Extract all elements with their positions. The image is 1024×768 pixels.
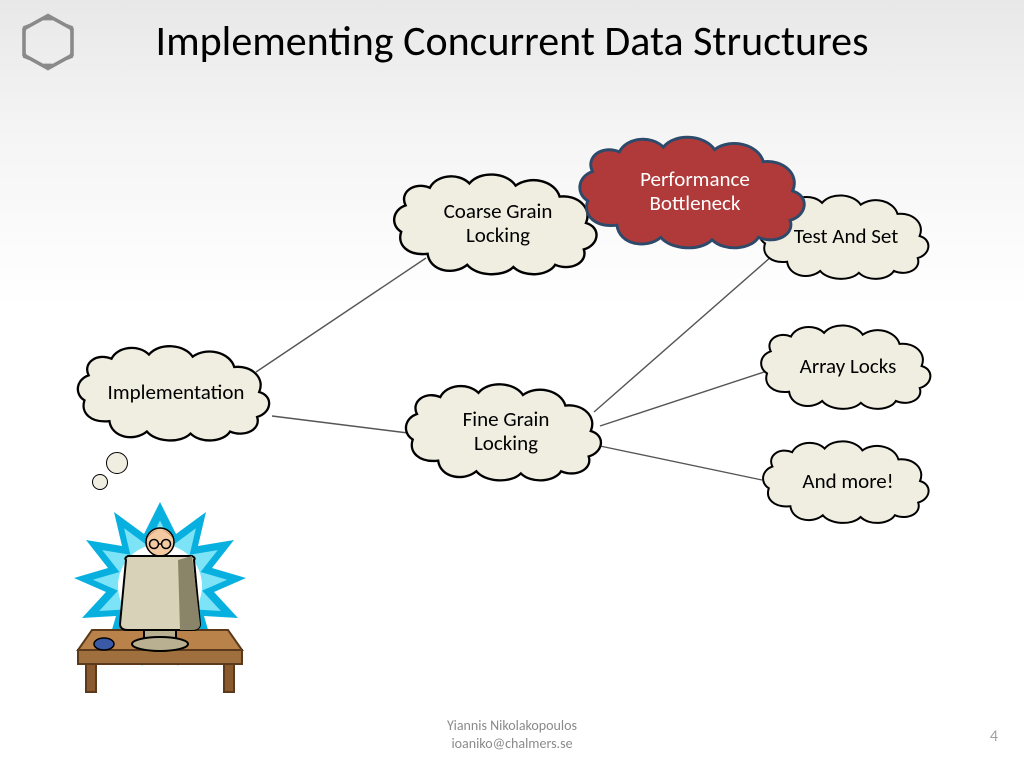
node-arraylocks: Array Locks bbox=[740, 320, 956, 412]
node-label: And more! bbox=[784, 469, 911, 493]
node-label: Coarse GrainLocking bbox=[426, 199, 571, 247]
node-label: Implementation bbox=[90, 380, 263, 404]
author-email: ioaniko@chalmers.se bbox=[451, 735, 572, 752]
thought-tail-2 bbox=[92, 474, 108, 490]
node-implementation: Implementation bbox=[52, 340, 300, 444]
page-number: 4 bbox=[990, 727, 998, 746]
thought-tail-1 bbox=[106, 452, 128, 474]
node-label: Array Locks bbox=[782, 354, 915, 378]
node-andmore: And more! bbox=[740, 436, 956, 526]
author-name: Yiannis Nikolakopoulos bbox=[447, 717, 577, 734]
clipart-person-computer bbox=[60, 500, 260, 700]
node-fine: Fine GrainLocking bbox=[400, 378, 612, 484]
edge-fine-more bbox=[600, 446, 762, 480]
node-bottleneck: PerformanceBottleneck bbox=[564, 130, 826, 252]
slide-title: Implementing Concurrent Data Structures bbox=[0, 18, 1024, 66]
node-label: Fine GrainLocking bbox=[445, 407, 568, 455]
node-label: PerformanceBottleneck bbox=[622, 167, 768, 215]
footer-author: Yiannis Nikolakopoulos ioaniko@chalmers.… bbox=[0, 717, 1024, 752]
